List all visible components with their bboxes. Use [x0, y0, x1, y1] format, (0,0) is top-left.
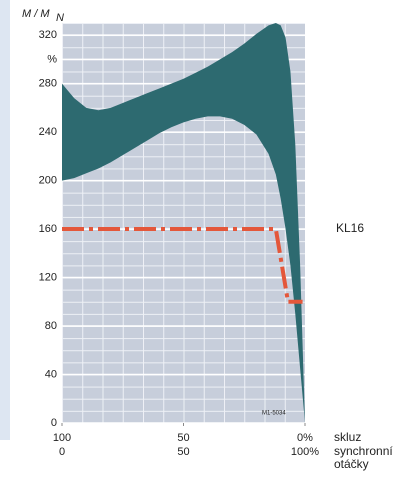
- y-axis-label-subscript: N: [56, 12, 64, 24]
- annotation: M1-5034: [262, 411, 286, 417]
- x-tick-label: 100: [53, 432, 71, 444]
- legend-label: KL16: [336, 221, 364, 235]
- y-tick-label: 80: [45, 320, 57, 332]
- y-tick-label: 160: [39, 223, 57, 235]
- x-tick-label: 50: [177, 432, 189, 444]
- y-tick-label: 120: [39, 271, 57, 283]
- x-axis-label: skluz: [334, 430, 361, 444]
- y-tick-label: 40: [45, 368, 57, 380]
- y-tick-label: 200: [39, 174, 57, 186]
- x-tick-label: 0%: [297, 432, 313, 444]
- y-tick-label: 280: [39, 78, 57, 90]
- side-strip: [0, 0, 10, 440]
- y-tick-label: 240: [39, 126, 57, 138]
- x2-axis-label: synchronní otáčky: [334, 444, 393, 471]
- line: [62, 227, 303, 304]
- y-axis-label: M / M: [22, 8, 50, 20]
- y-tick-label: 320: [39, 29, 57, 41]
- x2-tick-label: 0: [59, 446, 65, 458]
- x2-tick-label: 100%: [291, 446, 319, 458]
- y-tick-label: 0: [51, 417, 57, 429]
- band: [62, 23, 305, 423]
- x2-tick-label: 50: [177, 446, 189, 458]
- y-tick-label: %: [47, 53, 57, 65]
